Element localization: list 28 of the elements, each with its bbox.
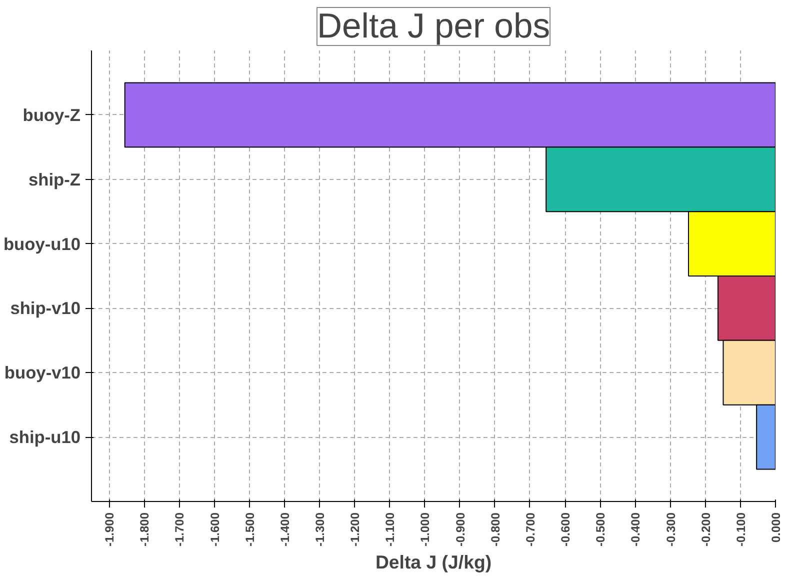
chart-title: Delta J per obs: [316, 8, 550, 46]
y-tick-label: buoy-u10: [3, 234, 81, 254]
x-tick-label: -0.600: [558, 512, 573, 547]
x-tick-label: -0.300: [664, 512, 678, 547]
x-tick-label: -0.200: [698, 512, 713, 547]
y-tick-label: ship-v10: [10, 298, 81, 318]
x-tick-label: -1.300: [313, 512, 327, 547]
y-tick-label: buoy-v10: [4, 362, 81, 383]
y-tick-label: ship-u10: [9, 427, 81, 448]
x-tick-label: -1.600: [208, 512, 222, 547]
x-tick-label: 0.000: [769, 512, 783, 543]
x-tick-label: -1.100: [383, 512, 398, 547]
x-tick-label: -0.800: [488, 512, 502, 547]
x-tick-label: -1.200: [348, 512, 362, 547]
x-axis-title: Delta J (J/kg): [375, 552, 492, 573]
x-tick-label: -1.900: [102, 512, 117, 547]
y-tick-label: buoy-Z: [22, 104, 81, 125]
y-tick-label: ship-Z: [28, 169, 81, 190]
x-tick-label: -1.700: [172, 512, 187, 547]
x-tick-label: -1.400: [278, 512, 292, 547]
x-tick-label: -0.500: [594, 512, 608, 547]
x-tick-label: -0.900: [453, 512, 468, 547]
x-tick-label: -1.000: [418, 512, 432, 547]
x-tick-label: -0.400: [628, 512, 643, 547]
x-tick-label: -1.800: [138, 512, 152, 547]
x-tick-label: -1.500: [242, 512, 257, 547]
x-tick-label: -0.100: [734, 512, 748, 547]
x-tick-label: -0.700: [523, 512, 538, 547]
